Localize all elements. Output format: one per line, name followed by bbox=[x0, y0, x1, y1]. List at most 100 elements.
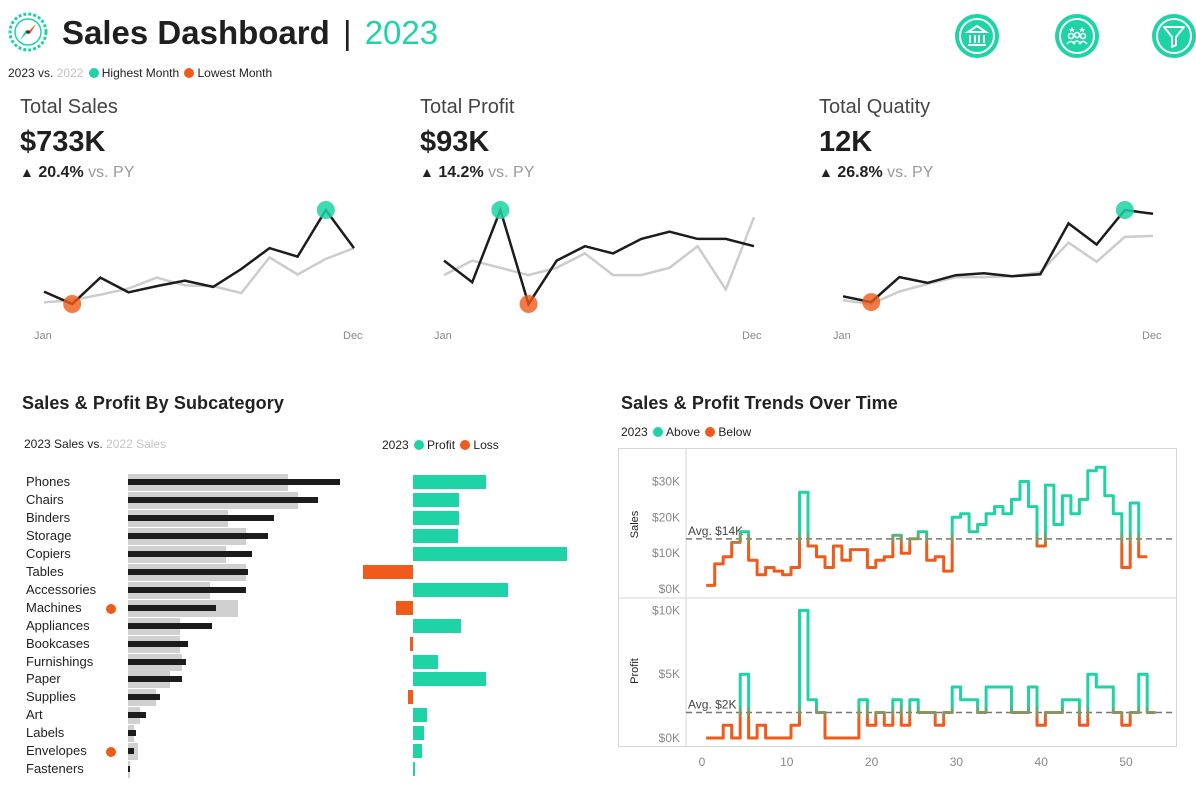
y-tick-label: $20K bbox=[652, 510, 680, 524]
subcategory-name: Copiers bbox=[26, 545, 71, 561]
kpi-label: Total Profit bbox=[420, 96, 515, 118]
kpi-value: $733K bbox=[20, 126, 106, 158]
customers-icon[interactable] bbox=[1055, 14, 1099, 58]
subcategory-name: Machines bbox=[26, 599, 82, 615]
subcategory-row: Paper bbox=[26, 671, 586, 689]
kpi-label: Total Quatity bbox=[819, 96, 931, 118]
subcategory-name: Accessories bbox=[26, 581, 97, 597]
legend-lowest-label: Lowest Month bbox=[197, 66, 273, 80]
subcategory-row: Copiers bbox=[26, 545, 586, 563]
header-legend: 2023 vs. 2022 Highest Month Lowest Month bbox=[8, 66, 272, 80]
sales-sparkline bbox=[43, 201, 356, 313]
legend-highest-dot bbox=[88, 68, 99, 78]
loss-bar bbox=[362, 564, 413, 579]
y-tick-label: $30K bbox=[652, 475, 680, 489]
kpi-value: 12K bbox=[819, 126, 873, 158]
subcategory-name: Appliances bbox=[26, 617, 90, 633]
highest-month-marker bbox=[316, 201, 335, 219]
sales-2023-bar bbox=[128, 640, 188, 647]
subcategory-row: Storage bbox=[26, 527, 586, 545]
current-year-line bbox=[443, 206, 755, 307]
loss-bar bbox=[410, 636, 413, 651]
previous-year-line bbox=[43, 246, 355, 304]
kpi-label: Total Sales bbox=[20, 96, 118, 118]
up-triangle-icon: ▲ bbox=[819, 164, 833, 180]
subcategory-sales-legend: 2023 Sales vs. 2022 Sales bbox=[24, 437, 166, 451]
legend-sales-previous: 2022 Sales bbox=[106, 437, 167, 451]
y-axis-label: Profit bbox=[629, 658, 641, 684]
spark-start-label: Jan bbox=[34, 330, 52, 342]
spark-end-label: Dec bbox=[1142, 330, 1162, 342]
filter-icon[interactable] bbox=[1152, 14, 1196, 58]
current-year-line bbox=[43, 207, 356, 306]
sales-2023-bar bbox=[128, 766, 130, 773]
subcategory-row: Supplies bbox=[26, 689, 586, 707]
subcategory-name: Chairs bbox=[26, 491, 64, 507]
subcategory-name: Phones bbox=[26, 474, 71, 489]
kpi-change-value: 26.8% bbox=[837, 164, 883, 181]
legend-above-label: Above bbox=[666, 425, 701, 439]
kpi-change-value: 20.4% bbox=[38, 164, 84, 181]
profit-bar bbox=[413, 762, 415, 777]
x-tick-label: 30 bbox=[950, 755, 964, 769]
current-year-line bbox=[842, 208, 1154, 304]
sales-2023-bar bbox=[128, 622, 212, 629]
sales-2023-bar bbox=[128, 676, 182, 683]
up-triangle-icon: ▲ bbox=[20, 164, 34, 180]
trend-step-line bbox=[706, 465, 1148, 587]
legend-highest-label: Highest Month bbox=[101, 66, 180, 80]
y-axis-label: Sales bbox=[629, 510, 641, 538]
subcategory-row: Chairs bbox=[26, 491, 586, 509]
kpi-card-total-sales: Total Sales $733K ▲ 20.4% vs. PY Jan Dec bbox=[20, 96, 380, 346]
legend-loss-label: Loss bbox=[473, 438, 499, 452]
profit-bar bbox=[413, 510, 460, 525]
sales-2023-bar bbox=[128, 479, 340, 485]
subcategory-name: Storage bbox=[26, 527, 72, 543]
sales-2023-bar bbox=[128, 658, 186, 665]
subcategory-row: Tables bbox=[26, 563, 586, 581]
up-triangle-icon: ▲ bbox=[420, 164, 434, 180]
legend-previous-year: 2022 bbox=[56, 66, 84, 80]
bank-icon[interactable] bbox=[955, 14, 999, 58]
subcategory-name: Paper bbox=[26, 671, 61, 687]
legend-profit-label: Profit bbox=[427, 438, 456, 452]
legend-below-label: Below bbox=[718, 425, 752, 439]
loss-bar bbox=[407, 690, 413, 705]
average-label: Avg. $14K bbox=[688, 524, 743, 538]
subcategory-row: Envelopes bbox=[26, 743, 586, 761]
kpi-change-vs: vs. PY bbox=[488, 164, 535, 181]
dashboard-header: Sales Dashboard | 2023 2023 vs. 2022 Hig… bbox=[0, 0, 1196, 90]
sales-2023-bar bbox=[128, 496, 318, 503]
y-tick-label: $0K bbox=[659, 731, 680, 745]
previous-year-line bbox=[443, 216, 756, 293]
subcategory-name: Fasteners bbox=[26, 761, 84, 777]
sales-2023-bar bbox=[128, 514, 274, 521]
subcategory-row: Labels bbox=[26, 725, 586, 743]
legend-current-year: 2023 vs. bbox=[8, 66, 54, 80]
subcategory-row: Fasteners bbox=[26, 761, 586, 779]
sales-2023-bar bbox=[128, 748, 134, 755]
y-tick-label: $5K bbox=[659, 667, 680, 681]
sales-2023-bar bbox=[128, 694, 160, 701]
spark-end-label: Dec bbox=[343, 330, 363, 342]
sales-2023-bar bbox=[128, 586, 246, 593]
legend-trend-year: 2023 bbox=[621, 425, 648, 439]
kpi-change: ▲ 14.2% vs. PY bbox=[420, 164, 534, 182]
trend-step-line bbox=[706, 608, 1156, 740]
profit-bar bbox=[413, 744, 422, 759]
trends-legend: 2023 Above Below bbox=[621, 425, 751, 439]
subcategory-name: Art bbox=[26, 707, 43, 723]
title-year: 2023 bbox=[364, 14, 439, 51]
profit-sparkline bbox=[443, 201, 756, 313]
legend-profit-year: 2023 bbox=[382, 438, 409, 452]
subcategory-name: Furnishings bbox=[26, 653, 94, 669]
subcategory-flag-dot bbox=[106, 603, 116, 614]
x-tick-label: 20 bbox=[865, 755, 879, 769]
sales-2023-bar bbox=[128, 712, 146, 719]
kpi-card-total-profit: Total Profit $93K ▲ 14.2% vs. PY Jan Dec bbox=[420, 96, 780, 346]
legend-above-dot bbox=[653, 427, 664, 437]
kpi-change: ▲ 26.8% vs. PY bbox=[819, 164, 933, 182]
legend-loss-dot bbox=[460, 440, 471, 450]
profit-bar bbox=[413, 528, 459, 543]
subcategory-row: Accessories bbox=[26, 581, 586, 599]
